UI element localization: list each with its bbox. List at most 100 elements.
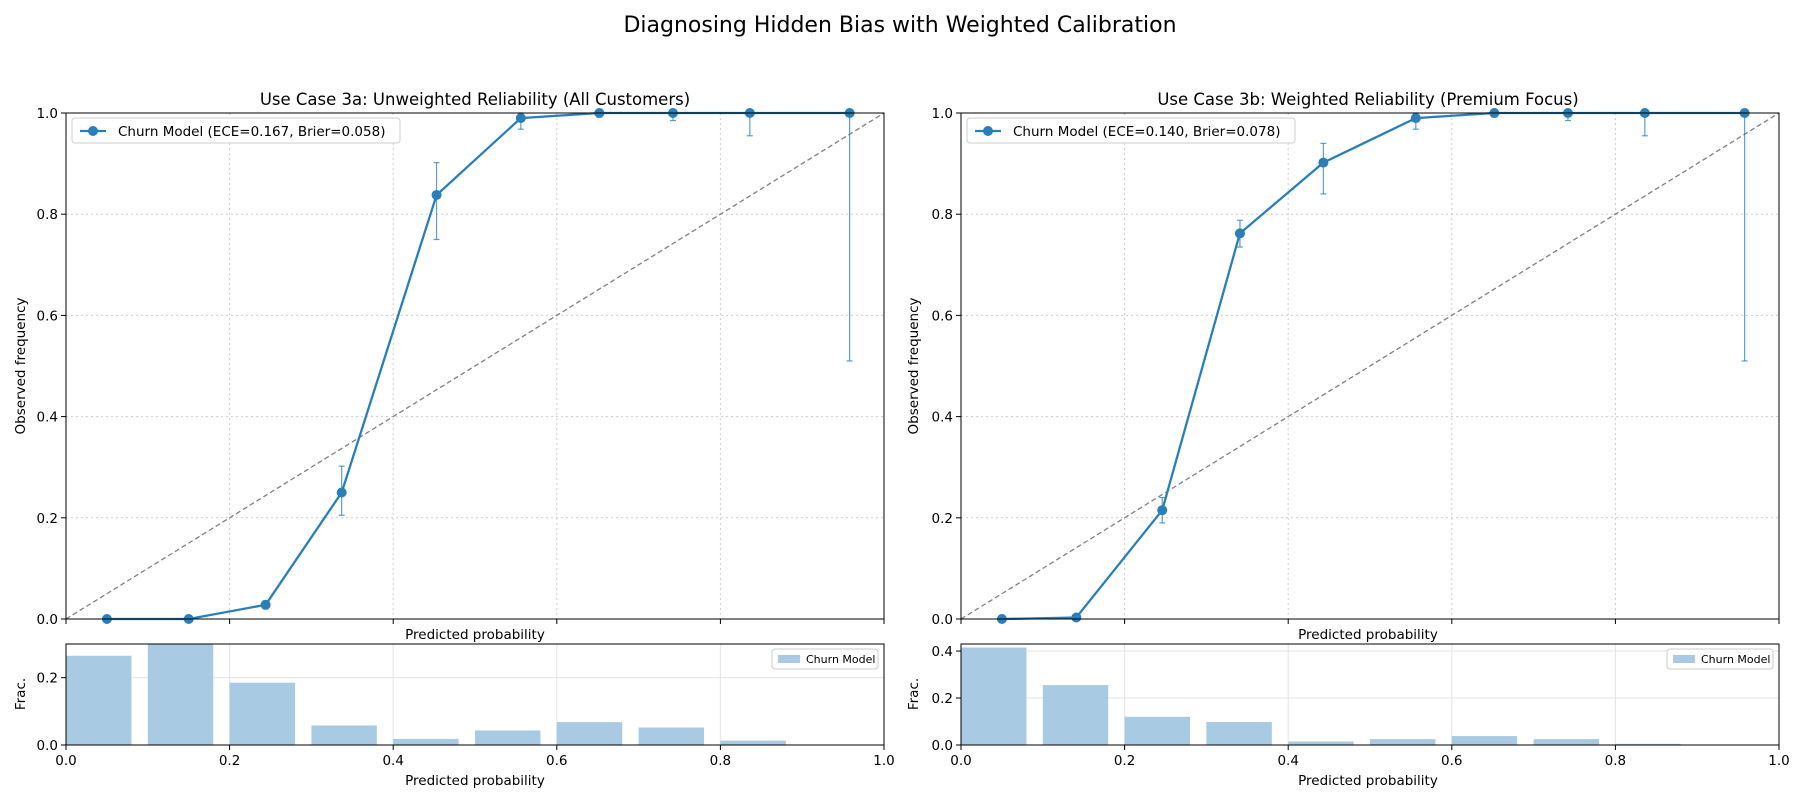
- error-bar: [1741, 112, 1748, 362]
- histogram-bar: [393, 738, 459, 745]
- legend-label-b: Churn Model (ECE=0.140, Brier=0.078): [1013, 124, 1280, 140]
- y-tick-label: 0.6: [37, 308, 58, 324]
- hist-legend-box-a: [771, 648, 879, 670]
- legend-b: Churn Model (ECE=0.140, Brier=0.078): [966, 117, 1296, 144]
- y-tick-label: 1.0: [932, 106, 953, 122]
- y-tick-label: 0.0: [37, 612, 58, 628]
- histogram-bar: [638, 727, 705, 745]
- error-bar: [433, 161, 440, 241]
- panel-a: Use Case 3a: Unweighted Reliability (All…: [13, 90, 895, 789]
- hist-x-axis-label-a: Predicted probability: [405, 773, 545, 789]
- data-point: [431, 189, 442, 200]
- hist-x-tick-label: 1.0: [873, 753, 894, 769]
- x-axis-label-b: Predicted probability: [1298, 627, 1438, 643]
- legend-box-b: [966, 117, 1296, 144]
- data-point: [1318, 157, 1329, 168]
- data-point: [1410, 113, 1421, 124]
- hist-x-tick-label: 0.2: [1114, 753, 1135, 769]
- data-point: [515, 113, 526, 124]
- y-axis-label-b: Observed frequency: [906, 298, 922, 435]
- data-point: [1071, 612, 1082, 623]
- y-tick-label: 0.2: [37, 511, 58, 527]
- histogram-bar: [1533, 739, 1600, 745]
- legend-a: Churn Model (ECE=0.167, Brier=0.058): [71, 117, 401, 144]
- y-tick-label: 0.2: [932, 511, 953, 527]
- histogram-bar: [1451, 736, 1518, 745]
- panel-b: Use Case 3b: Weighted Reliability (Premi…: [906, 90, 1790, 789]
- hist-legend-patch-a: [778, 655, 800, 663]
- reliability-plot-b: Use Case 3b: Weighted Reliability (Premi…: [906, 90, 1780, 643]
- hist-y-tick-label: 0.4: [932, 644, 953, 660]
- y-tick-label: 0.6: [932, 308, 953, 324]
- hist-legend-label-a: Churn Model: [806, 653, 875, 666]
- histogram-bar: [1615, 743, 1681, 745]
- perfect-calibration-line-b: [960, 112, 1780, 620]
- data-point: [336, 487, 347, 498]
- hist-legend-b: Churn Model: [1666, 648, 1774, 670]
- hist-frame-a: [65, 643, 885, 746]
- hist-legend-box-b: [1666, 648, 1774, 670]
- hist-legend-label-b: Churn Model: [1701, 653, 1770, 666]
- perfect-calibration-line-a: [65, 112, 885, 620]
- hist-y-tick-label: 0.2: [932, 691, 953, 707]
- x-axis-label-a: Predicted probability: [405, 627, 545, 643]
- hist-x-tick-label: 0.8: [710, 753, 731, 769]
- hist-x-tick-label: 0.4: [1277, 753, 1298, 769]
- hist-legend-a: Churn Model: [771, 648, 879, 670]
- histogram-bar: [556, 722, 623, 745]
- histogram-bar: [1206, 721, 1272, 745]
- hist-legend-patch-b: [1673, 655, 1695, 663]
- reliability-plot-a: Use Case 3a: Unweighted Reliability (All…: [13, 90, 885, 643]
- histogram-a: Predicted probability Frac. 0.0 0.2 0.0 0.…: [13, 643, 895, 789]
- hist-frame-b: [960, 643, 1780, 746]
- error-bar: [846, 112, 853, 362]
- hist-x-tick-label: 0.4: [382, 753, 403, 769]
- histogram-bar: [475, 730, 541, 745]
- legend-box-a: [71, 117, 401, 144]
- hist-x-tick-label: 1.0: [1768, 753, 1789, 769]
- histogram-bar: [311, 725, 377, 745]
- chart-title-a: Use Case 3a: Unweighted Reliability (All…: [260, 90, 690, 109]
- hist-x-tick-label: 0.8: [1605, 753, 1626, 769]
- hist-y-axis-label-a: Frac.: [13, 678, 29, 710]
- histogram-bar: [229, 682, 296, 745]
- legend-label-a: Churn Model (ECE=0.167, Brier=0.058): [118, 124, 385, 140]
- hist-x-tick-label: 0.0: [55, 753, 76, 769]
- y-tick-label: 0.8: [932, 207, 953, 223]
- hist-y-tick-label: 0.0: [932, 738, 953, 754]
- hist-y-tick-label: 0.0: [37, 738, 58, 754]
- y-axis-label-a: Observed frequency: [13, 298, 29, 435]
- y-tick-label: 0.4: [37, 410, 58, 426]
- y-tick-label: 0.8: [37, 207, 58, 223]
- hist-x-tick-label: 0.6: [546, 753, 567, 769]
- histogram-bar: [1124, 716, 1191, 745]
- hist-y-tick-label: 0.2: [37, 671, 58, 687]
- hist-x-tick-label: 0.6: [1441, 753, 1462, 769]
- histogram-b: Predicted probability Frac. 0.0 0.2 0.4 0.…: [906, 643, 1790, 789]
- figure-title: Diagnosing Hidden Bias with Weighted Cal…: [623, 13, 1176, 38]
- data-point: [1157, 505, 1168, 516]
- y-tick-label: 1.0: [37, 106, 58, 122]
- y-tick-label: 0.0: [932, 612, 953, 628]
- plot-frame-a: [65, 112, 885, 620]
- error-bar: [1320, 142, 1327, 195]
- hist-x-axis-label-b: Predicted probability: [1298, 773, 1438, 789]
- hist-y-axis-label-b: Frac.: [906, 678, 922, 710]
- legend-marker-b: [983, 126, 993, 136]
- histogram-bar: [720, 740, 786, 745]
- histogram-bar: [1042, 685, 1109, 745]
- histogram-bar: [961, 647, 1027, 745]
- histogram-bar: [1288, 741, 1354, 745]
- chart-title-b: Use Case 3b: Weighted Reliability (Premi…: [1157, 90, 1578, 109]
- legend-marker-a: [88, 126, 98, 136]
- histogram-bar: [66, 655, 132, 745]
- data-point: [1234, 228, 1245, 239]
- calibration-curve-a: [106, 111, 850, 621]
- plot-frame-b: [960, 112, 1780, 620]
- y-tick-label: 0.4: [932, 410, 953, 426]
- hist-x-tick-label: 0.2: [219, 753, 240, 769]
- data-point: [260, 599, 271, 610]
- hist-x-tick-label: 0.0: [950, 753, 971, 769]
- histogram-bar: [147, 644, 214, 745]
